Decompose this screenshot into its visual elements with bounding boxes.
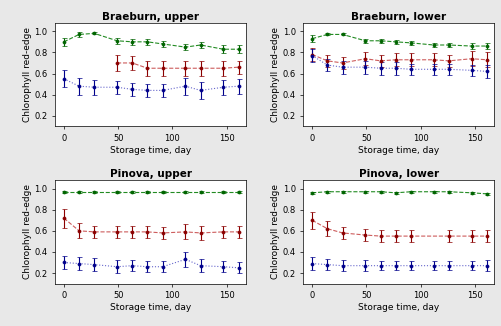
X-axis label: Storage time, day: Storage time, day — [358, 146, 439, 155]
Y-axis label: Chlorophyll red-edge: Chlorophyll red-edge — [270, 185, 279, 279]
X-axis label: Storage time, day: Storage time, day — [110, 303, 191, 312]
Title: Pinova, lower: Pinova, lower — [358, 169, 438, 179]
Y-axis label: Chlorophyll red-edge: Chlorophyll red-edge — [270, 27, 279, 122]
X-axis label: Storage time, day: Storage time, day — [110, 146, 191, 155]
Title: Braeburn, lower: Braeburn, lower — [351, 12, 446, 22]
X-axis label: Storage time, day: Storage time, day — [358, 303, 439, 312]
Y-axis label: Chlorophyll red-edge: Chlorophyll red-edge — [23, 185, 32, 279]
Y-axis label: Chlorophyll red-edge: Chlorophyll red-edge — [23, 27, 32, 122]
Title: Braeburn, upper: Braeburn, upper — [102, 12, 199, 22]
Title: Pinova, upper: Pinova, upper — [110, 169, 191, 179]
